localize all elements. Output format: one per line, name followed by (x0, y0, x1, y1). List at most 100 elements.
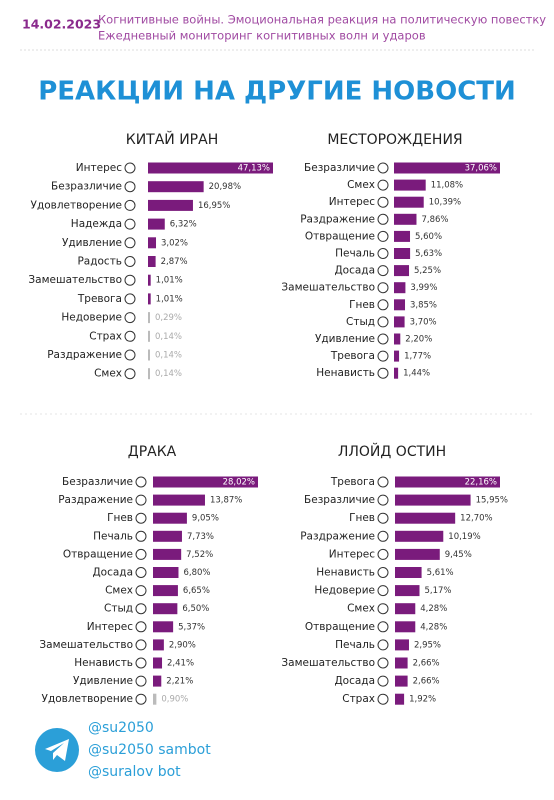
value-label: 2,41% (167, 659, 194, 669)
emotion-icon (377, 367, 389, 379)
main-title: РЕАКЦИИ НА ДРУГИЕ НОВОСТИ (38, 77, 516, 107)
category-label: Безразличие (62, 476, 133, 488)
value-label: 5,60% (415, 232, 442, 242)
category-label: Раздражение (300, 530, 375, 542)
category-label: Смех (347, 603, 375, 615)
emotion-icon (377, 316, 389, 328)
category-label: Страх (342, 693, 375, 705)
value-label: 7,73% (187, 532, 214, 542)
category-label: Безразличие (304, 494, 375, 506)
category-label: Тревога (77, 293, 122, 305)
bar (395, 476, 500, 488)
value-label: 9,45% (445, 550, 472, 560)
bar (395, 548, 440, 560)
bar (148, 218, 165, 230)
bar (153, 512, 187, 524)
category-label: Надежда (71, 218, 122, 230)
emotion-icon (377, 494, 389, 506)
bar (148, 237, 157, 249)
bar (153, 675, 162, 687)
value-label: 22,16% (465, 478, 497, 488)
value-label: 16,95% (198, 201, 230, 211)
emotion-icon (377, 350, 389, 362)
emotion-icon (124, 349, 136, 361)
handle: @su2050 (88, 720, 154, 736)
value-label: 1,01% (156, 276, 183, 286)
handle: @suralov bot (88, 764, 181, 780)
value-label: 6,32% (170, 220, 197, 230)
bar (153, 657, 163, 669)
category-label: Смех (347, 179, 375, 191)
bar (153, 494, 205, 506)
value-label: 2,66% (413, 659, 440, 669)
value-label: 20,98% (209, 182, 241, 192)
emotion-icon (135, 675, 147, 687)
value-label: 4,28% (420, 622, 447, 632)
bar (153, 621, 174, 633)
emotion-icon (377, 621, 389, 633)
bar (395, 585, 420, 597)
value-label: 2,87% (161, 257, 188, 267)
category-label: Интерес (329, 548, 375, 560)
emotion-icon (377, 603, 389, 615)
value-label: 1,92% (409, 695, 436, 705)
value-label: 1,44% (403, 369, 430, 379)
category-label: Ненависть (316, 567, 375, 579)
value-label: 6,50% (182, 604, 209, 614)
category-label: Интерес (329, 196, 375, 208)
bar (148, 312, 150, 324)
bar (153, 639, 164, 651)
bar (153, 693, 157, 705)
value-label: 4,28% (420, 604, 447, 614)
value-label: 0,14% (155, 351, 182, 361)
emotion-icon (124, 237, 136, 249)
category-label: Интерес (76, 162, 122, 174)
value-label: 37,06% (465, 164, 497, 174)
value-label: 7,52% (186, 550, 213, 560)
value-label: 2,95% (414, 640, 441, 650)
bar (394, 230, 411, 242)
category-label: Безразличие (304, 162, 375, 174)
bar (148, 256, 156, 267)
category-label: Страх (89, 330, 122, 342)
category-label: Гнев (107, 512, 133, 524)
chart-title: КИТАЙ ИРАН (126, 130, 218, 148)
category-label: Замешательство (281, 282, 375, 294)
bar (153, 530, 182, 542)
emotion-icon (135, 548, 147, 560)
emotion-icon (135, 530, 147, 542)
category-label: Раздражение (47, 349, 122, 361)
emotion-icon (135, 693, 147, 705)
category-label: Удовлетворение (42, 693, 133, 705)
bar (394, 282, 406, 294)
bar (148, 181, 204, 193)
category-label: Безразличие (51, 181, 122, 193)
emotion-icon (124, 181, 136, 193)
category-label: Гнев (349, 299, 375, 311)
value-label: 28,02% (223, 478, 255, 488)
chart-title: МЕСТОРОЖДЕНИЯ (327, 132, 462, 148)
bar (394, 248, 411, 259)
category-label: Печаль (93, 530, 133, 542)
value-label: 10,39% (429, 198, 461, 208)
value-label: 1,01% (156, 294, 183, 304)
value-label: 2,21% (166, 677, 193, 687)
emotion-icon (124, 199, 136, 211)
bar (394, 179, 426, 191)
emotion-icon (135, 621, 147, 633)
subtitle: Когнитивные войны. Эмоциональная реакция… (98, 13, 546, 27)
category-label: Недоверие (61, 312, 122, 324)
bar (394, 196, 424, 208)
category-label: Досада (334, 675, 375, 687)
category-label: Печаль (335, 639, 375, 651)
emotion-icon (377, 299, 389, 311)
value-label: 6,80% (183, 568, 210, 578)
value-label: 1,77% (404, 352, 431, 362)
emotion-icon (377, 248, 389, 259)
value-label: 3,85% (410, 300, 437, 310)
value-label: 5,61% (427, 568, 454, 578)
bar (395, 494, 471, 506)
emotion-icon (124, 256, 136, 267)
value-label: 0,14% (155, 369, 182, 379)
bar (153, 548, 182, 560)
